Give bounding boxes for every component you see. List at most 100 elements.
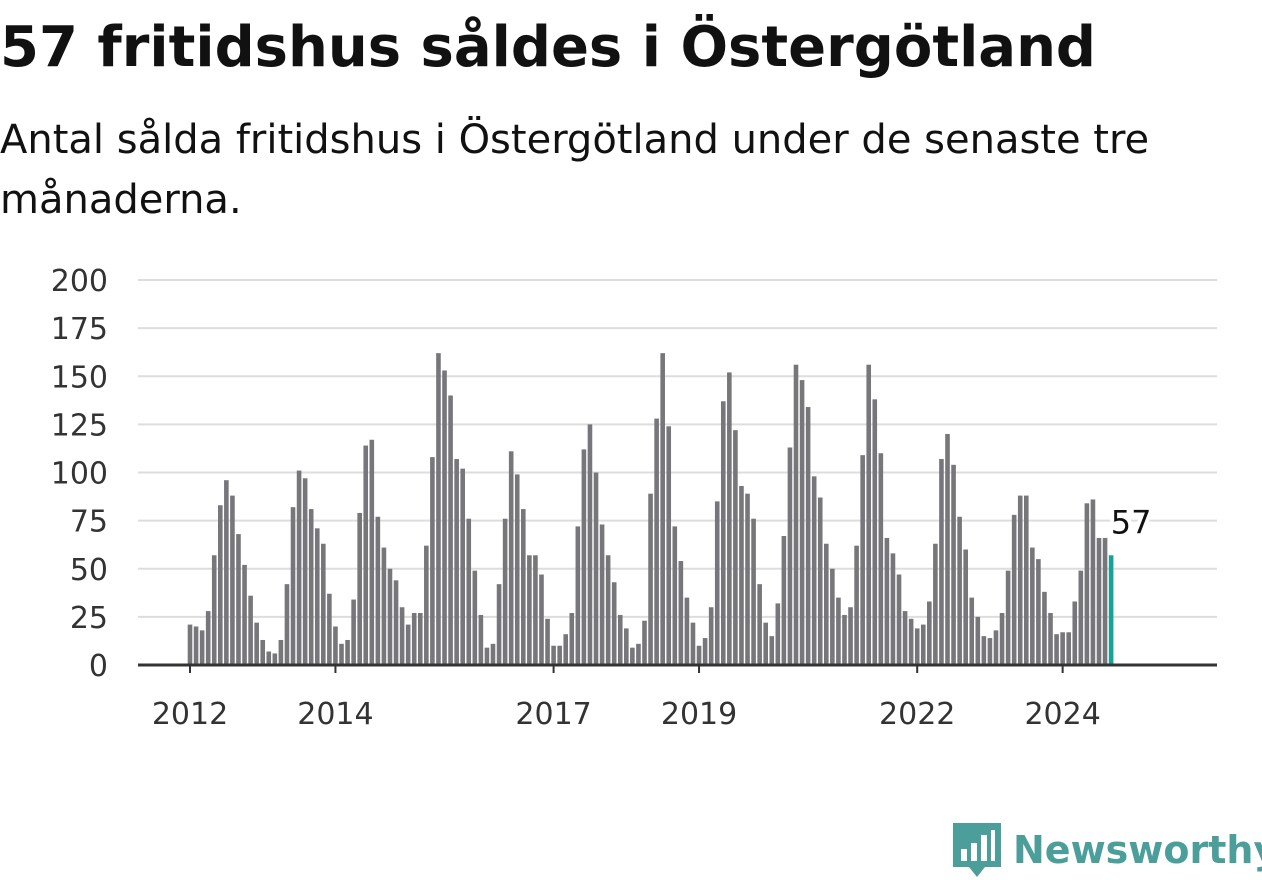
bar — [920, 624, 926, 665]
bar — [1060, 632, 1065, 665]
bar — [927, 601, 932, 665]
bar — [369, 439, 375, 665]
bar — [593, 472, 599, 665]
bar — [599, 524, 605, 665]
bar — [999, 613, 1005, 665]
bar — [963, 549, 968, 665]
annotation: 57 — [1107, 499, 1156, 545]
bar — [375, 516, 381, 665]
bar — [411, 613, 417, 665]
bar — [502, 518, 508, 665]
bar — [854, 545, 859, 665]
bar — [720, 401, 726, 665]
bar — [708, 607, 714, 665]
bar — [757, 584, 762, 665]
y-tick-label: 150 — [51, 360, 108, 395]
bar — [811, 476, 817, 665]
bar — [1102, 537, 1108, 665]
bar — [951, 464, 956, 665]
bar — [769, 636, 775, 666]
bar — [514, 474, 520, 665]
bar — [672, 526, 678, 665]
y-tick-label: 25 — [70, 601, 108, 636]
bar — [417, 613, 423, 665]
bar — [363, 445, 369, 665]
y-tick-label: 50 — [70, 553, 108, 588]
bar — [890, 553, 896, 665]
bar — [351, 599, 356, 665]
x-tick-label: 2012 — [152, 697, 228, 732]
bar — [1042, 591, 1047, 665]
y-tick-label: 200 — [51, 264, 108, 299]
bar — [860, 455, 865, 665]
bar — [333, 626, 338, 665]
bar — [405, 624, 411, 665]
bar — [787, 447, 793, 665]
bar — [557, 645, 562, 665]
x-tick-label: 2019 — [661, 697, 737, 732]
bar — [636, 643, 641, 665]
bar — [805, 407, 811, 665]
newsworthy-logo-icon — [953, 823, 1001, 877]
bar — [248, 595, 253, 665]
y-tick-label: 175 — [51, 312, 108, 347]
x-tick-label: 2017 — [515, 697, 591, 732]
bar — [1048, 613, 1053, 665]
bar — [490, 643, 496, 665]
bar — [1066, 632, 1071, 665]
bar — [345, 639, 350, 665]
bar — [733, 430, 738, 665]
bar — [908, 618, 914, 665]
bar — [527, 555, 532, 665]
bar — [654, 418, 659, 665]
bar — [914, 628, 920, 665]
bar — [314, 528, 320, 665]
bar — [563, 634, 569, 665]
bar — [1072, 601, 1078, 665]
bar — [254, 622, 259, 665]
bar — [866, 364, 872, 665]
bar — [260, 639, 266, 665]
bar — [539, 574, 544, 665]
chart-title: 57 fritidshus såldes i Östergötland — [0, 15, 1097, 80]
bar — [993, 630, 999, 665]
bar — [199, 630, 205, 665]
bar — [684, 597, 690, 666]
bar — [848, 607, 853, 665]
bar — [266, 651, 272, 665]
bar — [521, 509, 526, 665]
bar — [581, 449, 587, 665]
bar — [714, 501, 720, 666]
bar — [799, 380, 805, 665]
bar — [781, 536, 787, 665]
bar — [902, 611, 908, 665]
bar — [224, 480, 229, 665]
bar — [218, 505, 223, 665]
bar — [242, 564, 247, 665]
bar — [393, 580, 399, 665]
bar — [1005, 570, 1011, 665]
bar — [1078, 570, 1084, 665]
bar — [290, 507, 296, 665]
bar — [1023, 495, 1029, 665]
bar — [617, 614, 623, 665]
bar — [230, 495, 235, 665]
bar — [793, 364, 799, 665]
x-tick-label: 2022 — [879, 697, 955, 732]
bar — [296, 470, 302, 665]
bar — [690, 622, 696, 665]
bar — [308, 509, 314, 665]
bar — [884, 537, 890, 665]
bar — [193, 626, 199, 665]
bar — [484, 647, 490, 665]
brand-name: Newsworthy — [1013, 828, 1262, 872]
bar — [739, 485, 744, 665]
highlight-value-label: 57 — [1111, 503, 1152, 541]
y-tick-label: 75 — [70, 505, 108, 540]
bar — [696, 645, 702, 665]
bar — [981, 636, 987, 666]
chart-subtitle: Antal sålda fritidshus i Östergötland un… — [0, 117, 1150, 223]
bar — [933, 543, 938, 665]
bar-highlight — [1108, 555, 1114, 665]
bar — [205, 611, 211, 665]
